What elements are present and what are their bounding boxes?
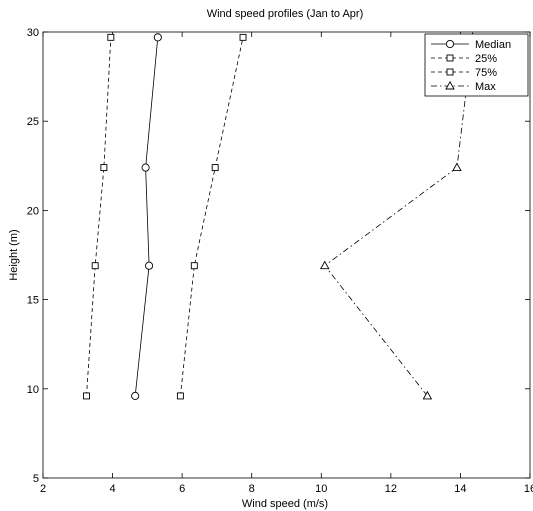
x-tick-label: 4 — [110, 483, 116, 495]
legend-label-75pct: 75% — [475, 67, 497, 79]
x-tick-label: 16 — [524, 483, 533, 495]
data-point-median — [153, 33, 162, 42]
data-point-75pct — [239, 33, 247, 41]
x-tick-label: 8 — [249, 483, 255, 495]
data-point-median — [145, 261, 154, 270]
data-point-median — [141, 163, 150, 172]
y-tick-label: 10 — [27, 384, 39, 396]
data-point-median — [131, 391, 140, 400]
data-point-max — [452, 162, 462, 172]
y-tick-label: 15 — [27, 295, 39, 307]
x-tick-label: 6 — [179, 483, 185, 495]
legend-marker-25pct — [446, 54, 454, 62]
series-line-75pct — [180, 37, 244, 396]
legend-label-median: Median — [475, 39, 511, 51]
data-point-75pct — [190, 262, 198, 270]
data-point-25pct — [107, 33, 115, 41]
y-tick-label: 20 — [27, 205, 39, 217]
series-line-median — [134, 37, 159, 396]
series-line-max — [324, 37, 474, 397]
series-line-25pct — [86, 37, 112, 396]
chart-title: Wind speed profiles (Jan to Apr) — [207, 8, 364, 20]
data-point-max — [319, 260, 330, 270]
legend-label-max: Max — [475, 81, 496, 93]
x-tick-label: 14 — [454, 483, 466, 495]
data-point-max — [422, 390, 433, 400]
data-point-75pct — [211, 164, 219, 172]
data-point-25pct — [100, 164, 108, 172]
x-tick-label: 10 — [315, 483, 327, 495]
legend-marker-median — [445, 39, 455, 49]
data-point-75pct — [176, 392, 184, 400]
y-tick-label: 5 — [33, 473, 39, 485]
legend-label-25pct: 25% — [475, 53, 497, 65]
x-tick-label: 12 — [385, 483, 397, 495]
y-tick-label: 30 — [27, 27, 39, 39]
y-tick-label: 25 — [27, 116, 39, 128]
plot-frame — [42, 31, 531, 479]
data-point-25pct — [83, 392, 90, 400]
legend-marker-75pct — [446, 68, 454, 76]
x-axis-label: Wind speed (m/s) — [242, 498, 328, 510]
x-tick-label: 2 — [40, 483, 46, 495]
y-axis-label: Height (m) — [8, 229, 20, 280]
legend-marker-max — [445, 80, 455, 90]
plot-area: 2 4 6 8 10 12 14 16 5 10 15 20 25 30 Median 25% 75% Max — [27, 27, 533, 495]
data-point-25pct — [91, 262, 99, 270]
